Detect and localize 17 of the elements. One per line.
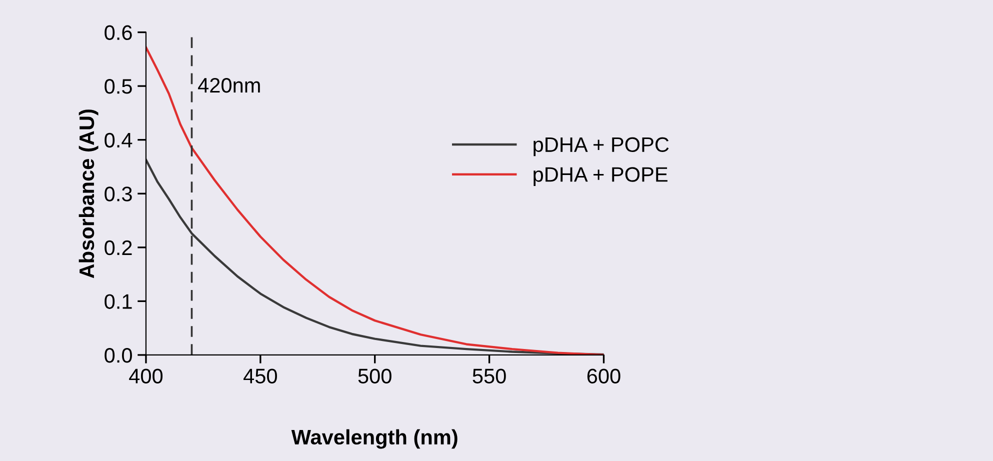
y-tick-label: 0.3: [104, 186, 132, 202]
ref-line-label: 420nm: [198, 78, 260, 93]
x-tick-label: 450: [244, 368, 277, 384]
x-tick-label: 500: [358, 368, 392, 384]
legend-label: pDHA + POPE: [534, 167, 668, 186]
x-axis-title: Wavelength (nm): [291, 429, 458, 449]
y-tick-label: 0.5: [104, 79, 132, 94]
legend-label: pDHA + POPC: [534, 137, 669, 156]
y-tick-label: 0.6: [104, 25, 132, 40]
x-tick-label: 550: [472, 368, 506, 384]
y-tick-label: 0.4: [104, 132, 132, 148]
x-tick-label: 400: [129, 368, 163, 384]
y-axis-title: Absorbance (AU): [78, 110, 98, 278]
y-tick-label: 0.2: [104, 240, 132, 256]
x-tick-label: 600: [587, 368, 620, 384]
y-tick-label: 0.0: [104, 348, 132, 363]
y-tick-label: 0.1: [104, 294, 132, 309]
